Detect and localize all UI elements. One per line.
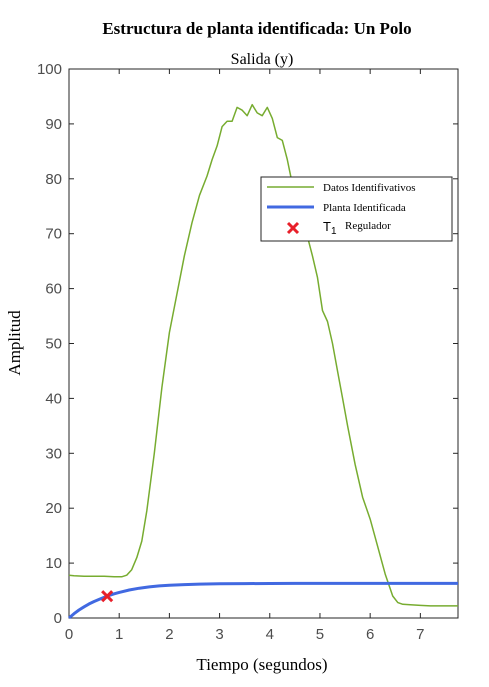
y-tick-label: 10 (45, 555, 62, 572)
y-tick-label: 40 (45, 390, 62, 407)
series-line-planta (68, 581, 458, 620)
x-tick-label: 1 (115, 626, 123, 643)
y-tick-label: 100 (37, 61, 62, 78)
legend-label-marker: Regulador (345, 220, 391, 232)
legend-label-datos: Datos Identifivativos (323, 182, 416, 194)
legend-label-marker-symbol: T1 (323, 219, 337, 237)
y-tick-label: 90 (45, 116, 62, 133)
x-tick-label: 2 (165, 626, 173, 643)
legend-marker-x (286, 221, 300, 235)
x-tick-label: 0 (65, 626, 73, 643)
x-tick-label: 6 (366, 626, 374, 643)
series-line-datos (68, 103, 458, 607)
x-tick-label: 3 (215, 626, 223, 643)
chart-title: Estructura de planta identificada: Un Po… (102, 19, 411, 38)
chart-subtitle: Salida (y) (231, 51, 294, 68)
y-tick-label: 20 (45, 500, 62, 517)
y-tick-label: 0 (54, 610, 62, 627)
marker-t1-regulador (101, 590, 114, 603)
x-tick-label: 4 (266, 626, 274, 643)
y-tick-label: 80 (45, 171, 62, 188)
y-tick-label: 50 (45, 336, 62, 353)
legend: Datos Identifivativos Planta Identificad… (260, 176, 453, 242)
y-tick-label: 30 (45, 445, 62, 462)
x-tick-label: 5 (316, 626, 324, 643)
legend-label-planta: Planta Identificada (323, 202, 406, 214)
axes-box (68, 68, 459, 619)
y-axis-label: Amplitud (5, 310, 24, 376)
x-tick-label: 7 (416, 626, 424, 643)
y-tick-label: 70 (45, 226, 62, 243)
y-tick-label: 60 (45, 281, 62, 298)
x-axis-label: Tiempo (segundos) (196, 655, 327, 674)
